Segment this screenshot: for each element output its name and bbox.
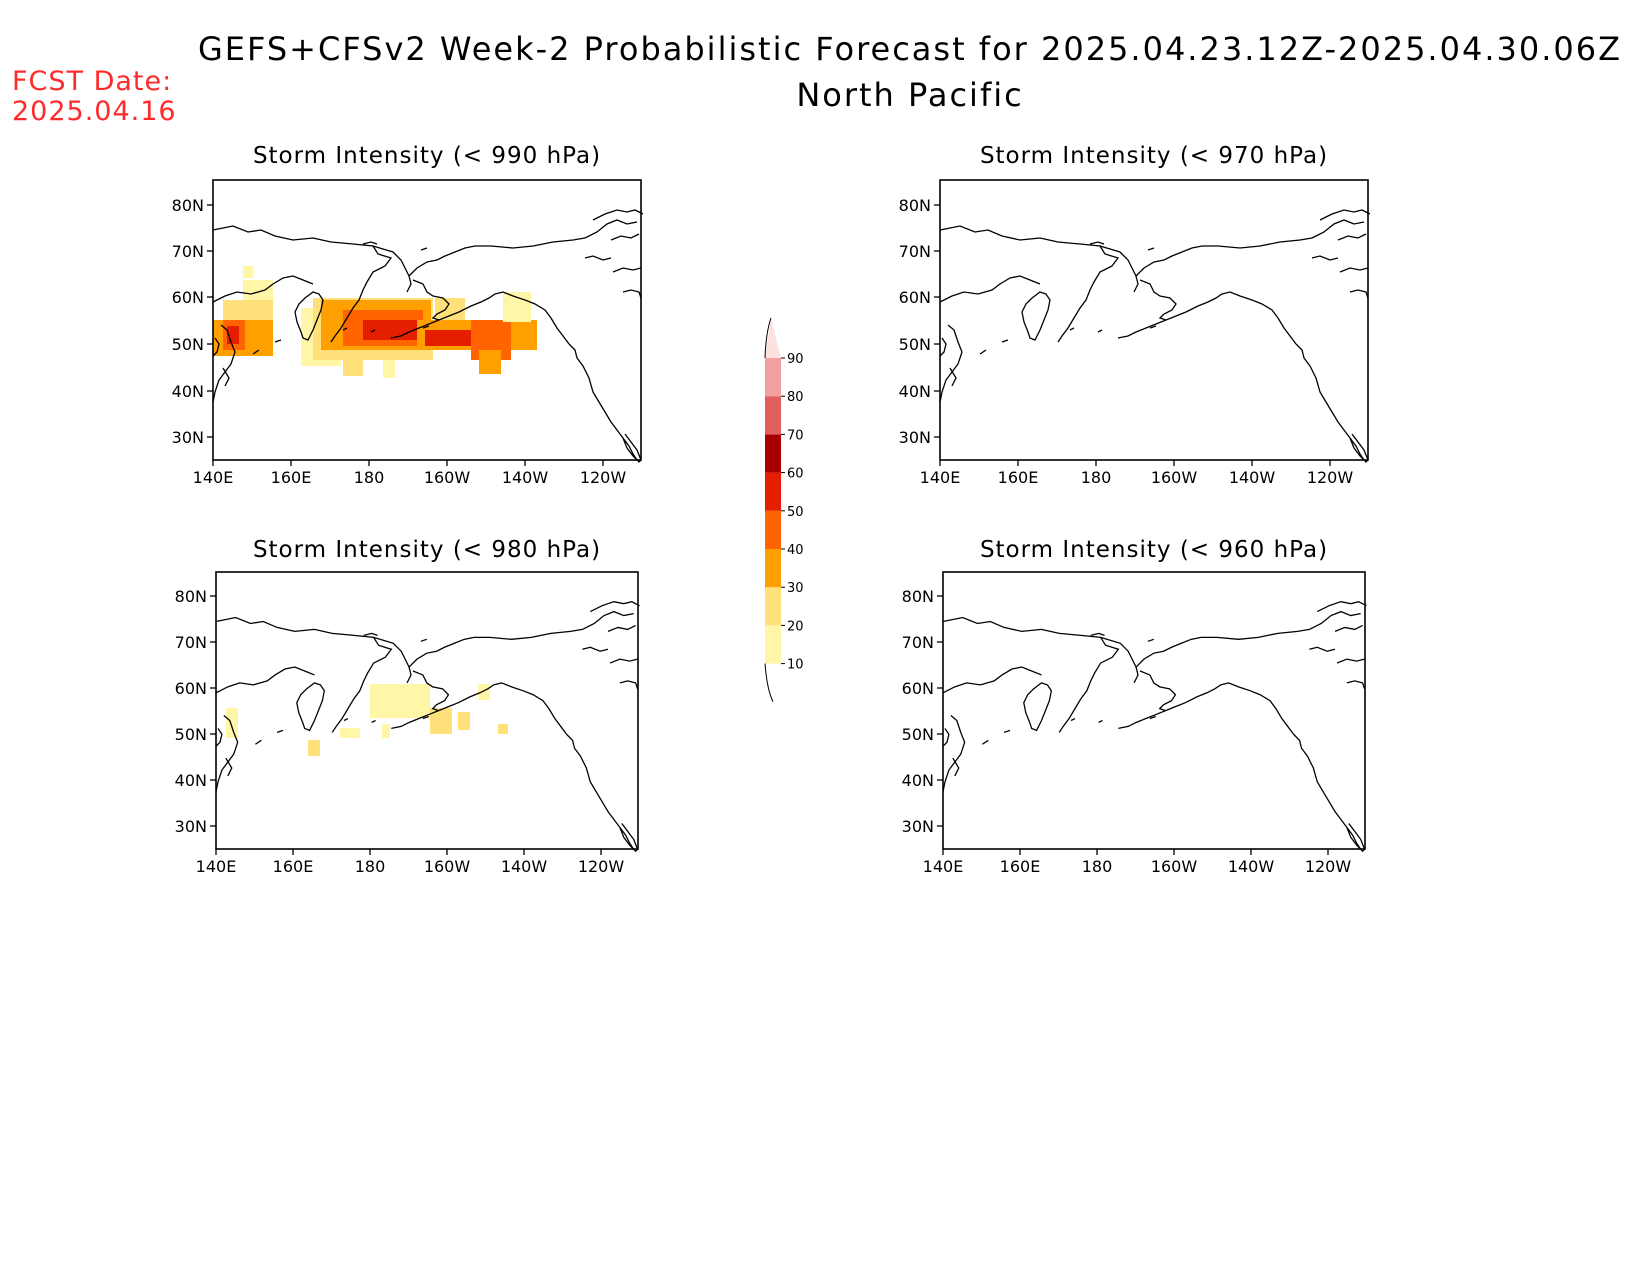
lon-tick-label: 160E — [1000, 857, 1041, 876]
map-frame — [942, 571, 1366, 850]
panel-title-990: Storm Intensity (< 990 hPa) — [253, 143, 601, 169]
colorbar-level-label: 50 — [787, 505, 804, 520]
colorbar-level-label: 40 — [787, 543, 804, 558]
lon-tick-label: 140E — [920, 468, 961, 487]
colorbar-level-label: 30 — [787, 581, 804, 596]
lat-tick-label: 50N — [172, 335, 204, 354]
colorbar-level-label: 60 — [787, 467, 804, 482]
colorbar-level-label: 80 — [787, 390, 804, 405]
lat-tick-label: 40N — [902, 771, 934, 790]
lon-tick-label: 140E — [923, 857, 964, 876]
figure-region: North Pacific — [796, 76, 1024, 114]
lon-tick-label: 160E — [271, 468, 312, 487]
lon-tick-label: 180 — [1082, 857, 1113, 876]
colorbar-segment — [765, 625, 781, 664]
colorbar-top-triangle — [765, 318, 781, 358]
lon-tick-label: 140E — [193, 468, 234, 487]
lat-tick-label: 50N — [175, 725, 207, 744]
panel-990 — [212, 179, 644, 463]
lat-tick-label: 80N — [899, 196, 931, 215]
lat-tick-label: 70N — [902, 633, 934, 652]
lon-tick-label: 180 — [354, 468, 385, 487]
colorbar-segment — [765, 510, 781, 549]
colorbar-level-label: 20 — [787, 619, 804, 634]
lat-tick-label: 60N — [175, 679, 207, 698]
colorbar-segment — [765, 396, 781, 435]
lon-tick-label: 120W — [1305, 857, 1352, 876]
colorbar-bottom-tail — [764, 663, 774, 702]
lon-tick-label: 140W — [1229, 468, 1276, 487]
lon-tick-label: 160E — [273, 857, 314, 876]
lon-tick-label: 140E — [196, 857, 237, 876]
panel-970 — [939, 179, 1371, 463]
panel-960 — [942, 571, 1368, 852]
map-frame — [212, 179, 642, 461]
probability-shading-990 — [213, 266, 537, 378]
probability-shading-980 — [226, 684, 508, 756]
lat-tick-label: 30N — [902, 817, 934, 836]
lon-tick-label: 140W — [501, 857, 548, 876]
lat-tick-label: 50N — [899, 335, 931, 354]
fcst-date-value: 2025.04.16 — [12, 96, 177, 127]
lon-tick-label: 160W — [424, 468, 471, 487]
colorbar-segment — [765, 434, 781, 473]
panel-980 — [215, 571, 641, 852]
lat-tick-label: 70N — [899, 242, 931, 261]
lon-tick-label: 160W — [1151, 857, 1198, 876]
lat-tick-label: 70N — [172, 242, 204, 261]
lon-tick-label: 160E — [998, 468, 1039, 487]
lon-tick-label: 140W — [1228, 857, 1275, 876]
colorbar-segment — [765, 549, 781, 588]
colorbar-top-edge — [764, 317, 772, 359]
lat-tick-label: 70N — [175, 633, 207, 652]
colorbar-segment — [765, 472, 781, 511]
lon-tick-label: 120W — [578, 857, 625, 876]
lat-tick-label: 40N — [172, 382, 204, 401]
colorbar-segment — [765, 587, 781, 626]
lon-tick-label: 160W — [1151, 468, 1198, 487]
lat-tick-label: 80N — [902, 587, 934, 606]
lat-tick-label: 50N — [902, 725, 934, 744]
colorbar-level-label: 10 — [787, 658, 804, 673]
lat-tick-label: 80N — [172, 196, 204, 215]
lon-tick-label: 160W — [424, 857, 471, 876]
panel-title-960: Storm Intensity (< 960 hPa) — [980, 537, 1328, 563]
lon-tick-label: 120W — [580, 468, 627, 487]
lat-tick-label: 60N — [899, 288, 931, 307]
lat-tick-label: 80N — [175, 587, 207, 606]
fcst-date-label: FCST Date: — [12, 66, 173, 97]
figure-title: GEFS+CFSv2 Week-2 Probabilistic Forecast… — [197, 30, 1623, 68]
panel-title-970: Storm Intensity (< 970 hPa) — [980, 143, 1328, 169]
lat-tick-label: 30N — [175, 817, 207, 836]
lat-tick-label: 60N — [172, 288, 204, 307]
lat-tick-label: 40N — [175, 771, 207, 790]
colorbar: 10 20 30 40 50 60 70 80 90 — [764, 317, 804, 702]
lon-tick-label: 180 — [355, 857, 386, 876]
map-frame — [939, 179, 1369, 461]
colorbar-level-label: 90 — [787, 352, 804, 367]
lon-tick-label: 120W — [1307, 468, 1354, 487]
lat-tick-label: 40N — [899, 382, 931, 401]
lat-tick-label: 30N — [899, 428, 931, 447]
colorbar-segment — [765, 358, 781, 397]
axis-ticks: 80N 70N 60N 50N 40N 30N 140E 160E 180 160W 140W 120… — [172, 196, 1354, 876]
colorbar-level-label: 70 — [787, 428, 804, 443]
lon-tick-label: 140W — [502, 468, 549, 487]
lat-tick-label: 30N — [172, 428, 204, 447]
panel-title-980: Storm Intensity (< 980 hPa) — [253, 537, 601, 563]
lat-tick-label: 60N — [902, 679, 934, 698]
lon-tick-label: 180 — [1081, 468, 1112, 487]
map-frame — [215, 571, 639, 850]
